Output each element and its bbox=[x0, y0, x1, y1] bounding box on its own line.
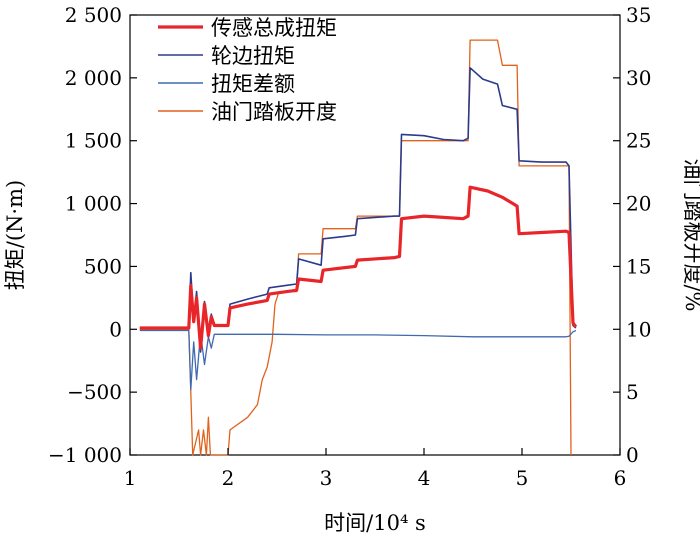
y-left-tick-label: −500 bbox=[67, 380, 122, 404]
y-left-tick-label: 500 bbox=[84, 254, 122, 278]
y-right-tick-label: 20 bbox=[626, 192, 651, 216]
y-right-tick-label: 0 bbox=[626, 443, 639, 467]
x-tick-label: 1 bbox=[124, 466, 137, 490]
x-axis-title: 时间/10⁴ s bbox=[324, 511, 426, 535]
x-tick-label: 3 bbox=[320, 466, 333, 490]
y-left-tick-label: 2 500 bbox=[65, 3, 122, 27]
legend-label: 轮边扭矩 bbox=[211, 44, 295, 68]
series-line bbox=[139, 185, 578, 350]
x-tick-label: 5 bbox=[516, 466, 529, 490]
y-axis-left: −1 000 −500 0 500 1 000 1 500 2 000 2 500 bbox=[48, 3, 137, 467]
series-layer bbox=[139, 39, 578, 456]
y-right-tick-label: 15 bbox=[626, 254, 651, 278]
y-right-tick-label: 5 bbox=[626, 380, 639, 404]
x-tick-label: 2 bbox=[222, 466, 235, 490]
y-axis-title-left: 扭矩/(N·m) bbox=[3, 180, 27, 290]
y-right-tick-label: 10 bbox=[626, 317, 651, 341]
legend-label: 传感总成扭矩 bbox=[211, 16, 337, 40]
series-line bbox=[139, 39, 572, 456]
y-axis-right: 0 5 10 15 20 25 30 35 bbox=[613, 3, 651, 467]
plot-frame bbox=[129, 14, 621, 456]
y-right-tick-label: 35 bbox=[626, 3, 651, 27]
x-tick-label: 6 bbox=[614, 466, 627, 490]
y-left-tick-label: 0 bbox=[109, 317, 122, 341]
y-left-tick-label: 1 000 bbox=[65, 192, 122, 216]
x-axis: 1 2 3 4 5 6 bbox=[124, 448, 627, 490]
legend-label: 扭矩差额 bbox=[211, 72, 295, 96]
y-left-tick-label: 2 000 bbox=[65, 66, 122, 90]
y-left-tick-label: 1 500 bbox=[65, 129, 122, 153]
legend-label: 油门踏板开度 bbox=[211, 100, 337, 124]
x-tick-label: 4 bbox=[418, 466, 431, 490]
y-left-tick-label: −1 000 bbox=[48, 443, 122, 467]
y-axis-title-right: 油门踏板开度/% bbox=[681, 158, 700, 311]
y-right-tick-label: 25 bbox=[626, 129, 651, 153]
y-right-tick-label: 30 bbox=[626, 66, 651, 90]
series-line bbox=[139, 329, 577, 391]
